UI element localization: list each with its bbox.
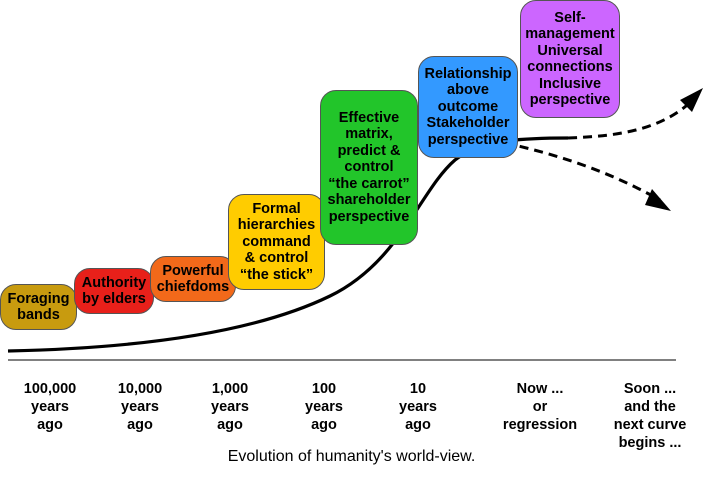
era-label-100-years: 100 years ago (305, 381, 343, 433)
stage-powerful-chiefdoms: Powerful chiefdoms (150, 256, 236, 302)
stage-effective-matrix: Effective matrix, predict & control “the… (320, 90, 418, 245)
era-label-100000-years: 100,000 years ago (23, 381, 77, 433)
era-label-10000-years: 10,000 years ago (117, 381, 163, 433)
stage-relationship-above-outcome: Relationship above outcome Stakeholder p… (418, 56, 518, 158)
era-label-1000-years: 1,000 years ago (211, 381, 249, 433)
downward-dashed-arrow (504, 141, 661, 202)
stage-authority-by-elders: Authority by elders (74, 268, 154, 314)
downward-arrowhead-icon (645, 189, 671, 211)
stage-self-management: Self- management Universal connections I… (520, 0, 620, 118)
era-label-10-years: 10 years ago (399, 381, 437, 433)
stage-foraging-bands: Foraging bands (0, 284, 77, 330)
upward-arrowhead-icon (680, 88, 703, 112)
stage-formal-hierarchies: Formal hierarchies command & control “th… (228, 194, 325, 290)
era-label-now-or-regression: Now ... or regression (502, 381, 578, 433)
diagram-caption: Evolution of humanity's world-view. (227, 448, 476, 465)
era-label-soon-next-curve: Soon ... and the next curve begins ... (613, 381, 687, 451)
